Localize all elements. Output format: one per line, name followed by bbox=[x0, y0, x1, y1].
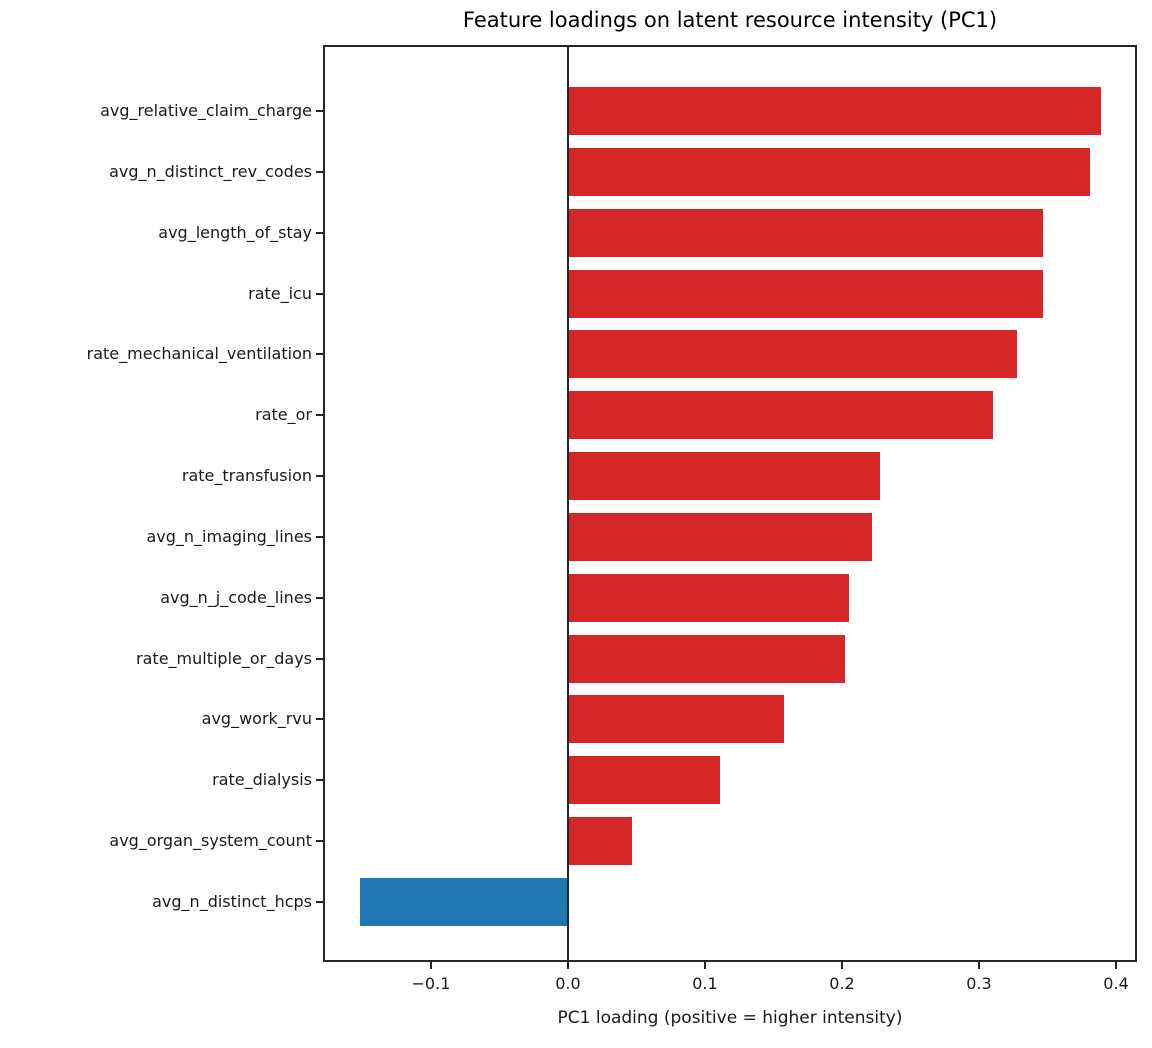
x-tick bbox=[841, 962, 843, 969]
x-tick bbox=[703, 962, 706, 969]
y-axis-label: avg_relative_claim_charge bbox=[100, 101, 312, 120]
y-axis-label: avg_work_rvu bbox=[201, 709, 312, 729]
bar-rate_icu bbox=[567, 269, 1044, 318]
x-tick-label: 0.1 bbox=[692, 974, 718, 993]
y-tick bbox=[316, 718, 323, 721]
bar-avg_n_distinct_hcps bbox=[359, 878, 568, 926]
bar-avg_n_distinct_rev_codes bbox=[567, 147, 1090, 196]
y-axis-label: rate_dialysis bbox=[212, 770, 312, 790]
y-tick bbox=[316, 292, 323, 295]
x-axis-label: PC1 loading (positive = higher intensity… bbox=[557, 1008, 903, 1028]
y-axis-label: rate_multiple_or_days bbox=[136, 648, 312, 668]
y-tick bbox=[316, 231, 323, 234]
x-tick bbox=[978, 962, 981, 969]
y-axis-label: avg_n_j_code_lines bbox=[160, 587, 312, 607]
y-tick bbox=[316, 475, 323, 478]
bar-avg_organ_system_count bbox=[567, 817, 633, 866]
bar-avg_n_imaging_lines bbox=[567, 512, 873, 561]
y-tick bbox=[316, 901, 323, 903]
bar-avg_n_j_code_lines bbox=[567, 573, 849, 622]
bar-avg_length_of_stay bbox=[567, 208, 1044, 257]
y-axis-label: rate_icu bbox=[248, 283, 312, 303]
x-tick-label: 0.0 bbox=[555, 974, 581, 993]
y-axis-label: avg_n_distinct_hcps bbox=[152, 892, 312, 911]
y-tick bbox=[316, 657, 323, 660]
bar-rate_mechanical_ventilation bbox=[567, 330, 1018, 379]
y-axis-label: avg_length_of_stay bbox=[158, 222, 312, 242]
y-tick bbox=[316, 414, 323, 417]
bar-rate_transfusion bbox=[567, 452, 881, 501]
y-axis-label: avg_organ_system_count bbox=[109, 831, 312, 851]
x-tick-label: 0.3 bbox=[966, 974, 992, 993]
zero-reference-line bbox=[566, 45, 569, 962]
y-tick bbox=[316, 840, 323, 843]
y-axis-label: rate_or bbox=[255, 405, 312, 425]
x-tick bbox=[1115, 962, 1118, 969]
y-axis-label: rate_mechanical_ventilation bbox=[86, 344, 312, 364]
x-tick bbox=[429, 962, 432, 969]
y-axis-label: rate_transfusion bbox=[181, 466, 312, 486]
bar-rate_multiple_or_days bbox=[567, 634, 845, 683]
y-axis-label: avg_n_distinct_rev_codes bbox=[109, 161, 312, 181]
x-tick-label: 0.4 bbox=[1103, 974, 1129, 993]
y-tick bbox=[316, 353, 323, 356]
bar-avg_relative_claim_charge bbox=[567, 87, 1101, 135]
x-tick-label: 0.2 bbox=[829, 974, 855, 993]
x-tick bbox=[566, 962, 569, 969]
plot-area bbox=[323, 45, 1137, 962]
bar-rate_or bbox=[567, 391, 993, 440]
y-axis-label: avg_n_imaging_lines bbox=[146, 526, 312, 546]
x-tick-label: −0.1 bbox=[411, 974, 451, 993]
bar-rate_dialysis bbox=[567, 756, 721, 805]
y-tick bbox=[316, 535, 323, 538]
y-tick bbox=[316, 110, 323, 112]
y-tick bbox=[316, 596, 323, 599]
chart-title: Feature loadings on latent resource inte… bbox=[462, 8, 998, 32]
y-tick bbox=[316, 170, 323, 173]
y-tick bbox=[316, 779, 323, 782]
bar-avg_work_rvu bbox=[567, 695, 785, 744]
